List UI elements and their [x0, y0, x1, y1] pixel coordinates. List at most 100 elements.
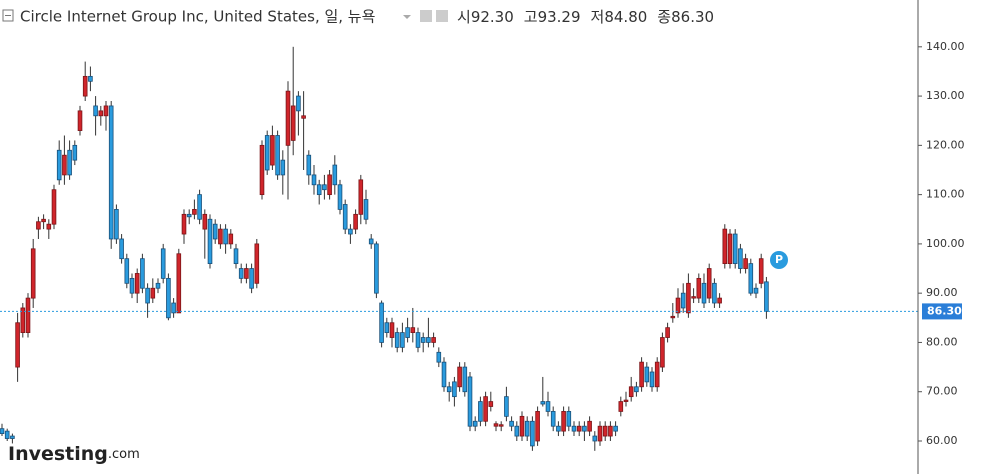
ohlc-prefix: 종: [657, 8, 671, 26]
candle-body: [82, 75, 88, 97]
candle-body: [592, 435, 598, 442]
candle-body: [738, 248, 743, 269]
candle-body: [712, 282, 717, 304]
candle-body: [571, 425, 577, 432]
y-tick-label: 60.00: [926, 434, 958, 447]
candle-body: [4, 430, 10, 439]
candle-body: [207, 218, 213, 265]
candle-body: [244, 268, 249, 279]
candle-body: [197, 194, 202, 220]
candle-body: [748, 263, 754, 294]
candle-body: [290, 105, 296, 141]
candle-body: [665, 327, 670, 338]
marker-circle: [770, 251, 788, 269]
candle-body: [566, 411, 572, 427]
candle-body: [478, 401, 483, 422]
candle-body: [384, 322, 390, 333]
candle-body: [249, 268, 254, 289]
icon-settings[interactable]: [436, 10, 448, 22]
candle-body: [608, 425, 613, 437]
ohlc-prefix: 고: [524, 8, 538, 26]
y-tick-label: 100.00: [926, 237, 965, 250]
candle-body: [166, 277, 171, 319]
candle-body: [436, 351, 442, 363]
candle-body: [576, 425, 582, 432]
candle-body: [134, 273, 140, 294]
candle-body: [472, 420, 478, 427]
candle-body: [160, 248, 166, 279]
candle-body: [561, 411, 566, 432]
candle-body: [280, 159, 286, 176]
candle-body: [696, 277, 702, 299]
candle-body: [223, 228, 228, 245]
candle-body: [556, 425, 561, 432]
candle-body: [462, 366, 468, 393]
candle-body: [405, 327, 410, 338]
candle-body: [498, 424, 504, 427]
candle-body: [441, 361, 447, 388]
candle-body: [691, 296, 696, 299]
candle-body: [77, 110, 83, 131]
y-tick-label: 90.00: [926, 286, 958, 299]
ohlc-value: 93.29: [538, 8, 581, 26]
candle-body: [420, 337, 426, 343]
y-tick-label: 110.00: [926, 188, 965, 201]
candle-body: [660, 337, 665, 368]
candle-body: [145, 287, 150, 304]
candle-body: [675, 297, 681, 314]
candle-body: [186, 213, 192, 218]
candle-body: [426, 337, 431, 343]
candle-body: [254, 243, 260, 284]
candle-body: [301, 115, 306, 119]
candle-body: [25, 297, 31, 333]
candle-body: [613, 425, 618, 432]
candle-body: [457, 366, 462, 388]
candle-body: [316, 184, 322, 196]
candle-body: [46, 223, 52, 230]
candle-body: [181, 213, 187, 235]
candle-body: [119, 238, 124, 260]
candle-body: [753, 287, 759, 294]
candle-body: [155, 282, 161, 289]
logo-main: Investing: [8, 443, 108, 465]
candle-body: [140, 258, 145, 289]
candle-body: [410, 327, 416, 333]
candle-body: [176, 253, 182, 314]
candle-body: [212, 223, 218, 240]
candle-body: [639, 361, 644, 388]
y-tick-label: 70.00: [926, 385, 958, 398]
logo: Investing.com: [8, 443, 140, 465]
candle-body: [296, 95, 301, 112]
candle-body: [342, 204, 348, 230]
candle-body: [758, 258, 764, 284]
icon-eye[interactable]: [420, 10, 432, 22]
candle-body: [644, 366, 650, 383]
collapse-icon: [2, 9, 14, 22]
candle-body: [628, 386, 634, 398]
y-tick-label: 140.00: [926, 40, 965, 53]
candle-body: [379, 302, 384, 343]
candle-body: [587, 420, 592, 432]
candle-body: [550, 411, 556, 427]
candle-body: [129, 277, 135, 294]
ohlc-prefix: 시: [457, 8, 471, 26]
candle-body: [519, 415, 525, 437]
candle-body: [389, 322, 395, 338]
candle-body: [670, 315, 676, 319]
candle-body: [62, 154, 67, 176]
y-tick-label: 80.00: [926, 335, 958, 348]
candle-body: [701, 282, 707, 304]
last-price-label: 86.30: [927, 304, 962, 317]
y-tick-label: 120.00: [926, 138, 965, 151]
candle-body: [270, 135, 275, 166]
candle-body: [56, 149, 62, 181]
ohlc-header: 시92.30 고93.29 저84.80 종86.30: [457, 8, 714, 26]
price-marker[interactable]: P: [770, 251, 788, 269]
candle-body: [67, 149, 72, 176]
marker-label: P: [775, 253, 783, 266]
y-tick-label: 130.00: [926, 89, 965, 102]
dropdown-arrow: [403, 15, 411, 19]
ohlc-value: 86.30: [671, 8, 714, 26]
candle-body: [483, 396, 488, 422]
